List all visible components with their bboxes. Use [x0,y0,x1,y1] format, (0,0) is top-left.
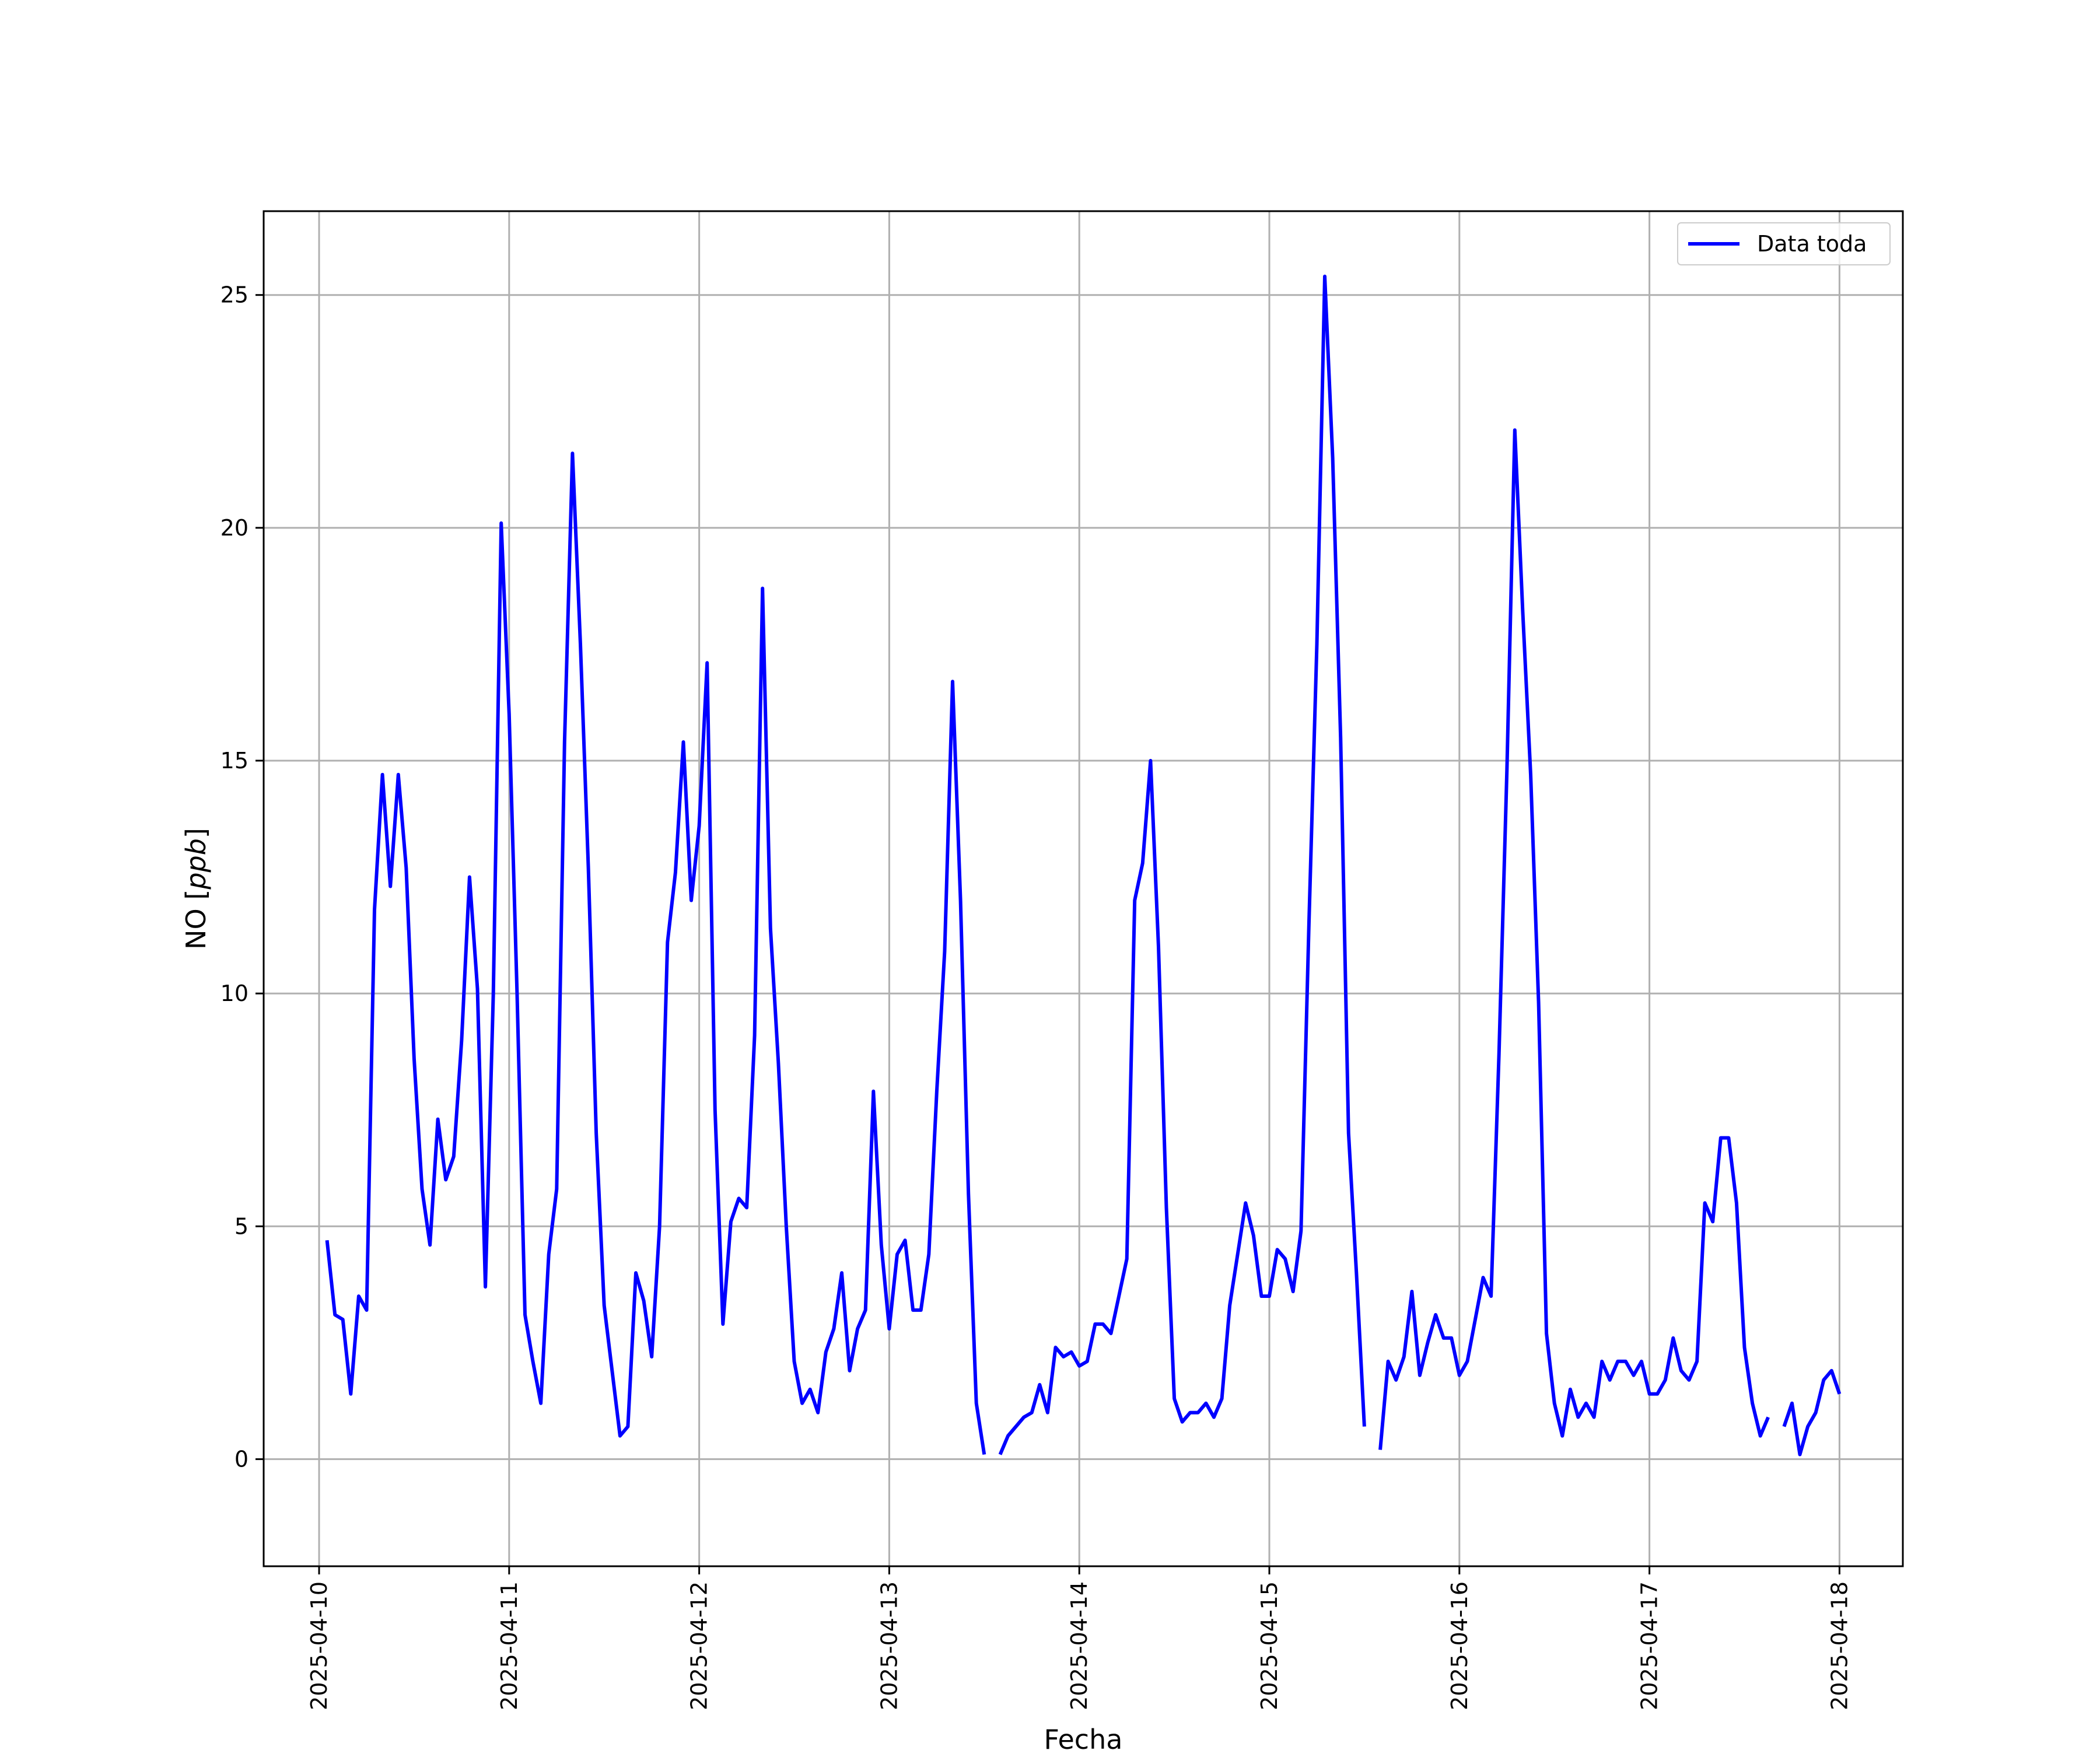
series-layer [325,274,1842,1457]
series-line-data-toda [1378,428,1770,1450]
x-tick-label: 2025-04-17 [1637,1581,1662,1710]
y-axis-label-main: NO [180,900,212,950]
x-tick-label: 2025-04-13 [876,1581,902,1710]
y-axis-label-open-bracket: [ [180,890,212,900]
y-tick-label: 20 [220,515,249,541]
x-axis-label: Fecha [1044,1724,1123,1750]
y-axis-label-unit: ppb [180,838,212,890]
x-tick-label: 2025-04-16 [1447,1581,1472,1710]
x-tick-label: 2025-04-14 [1066,1581,1092,1710]
axis-ticks: 2025-04-10 2025-04-11 2025-04-12 2025-04-13… [220,282,1853,1710]
y-tick-label: 10 [220,981,249,1006]
x-tick-label: 2025-04-18 [1826,1581,1852,1710]
series-line-data-toda [1782,1368,1842,1457]
legend-label-data-toda: Data toda [1757,231,1867,257]
y-tick-label: 15 [220,748,249,774]
x-tick-label: 2025-04-11 [496,1581,522,1710]
grid-lines [264,211,1903,1566]
y-axis-label: NO [ppb] [180,828,212,950]
y-tick-label: 25 [220,282,249,308]
y-tick-label: 0 [235,1446,249,1472]
plot-frame [262,210,1904,1567]
series-line-data-toda [325,452,986,1455]
x-tick-label: 2025-04-12 [687,1581,712,1710]
x-tick-label: 2025-04-10 [306,1581,332,1710]
y-tick-label: 5 [235,1213,249,1239]
y-axis-label-close-bracket: ] [180,828,212,838]
x-tick-label: 2025-04-15 [1256,1581,1282,1710]
legend: Data toda [1677,222,1891,265]
series-line-data-toda [998,274,1366,1455]
legend-box [1677,222,1891,265]
